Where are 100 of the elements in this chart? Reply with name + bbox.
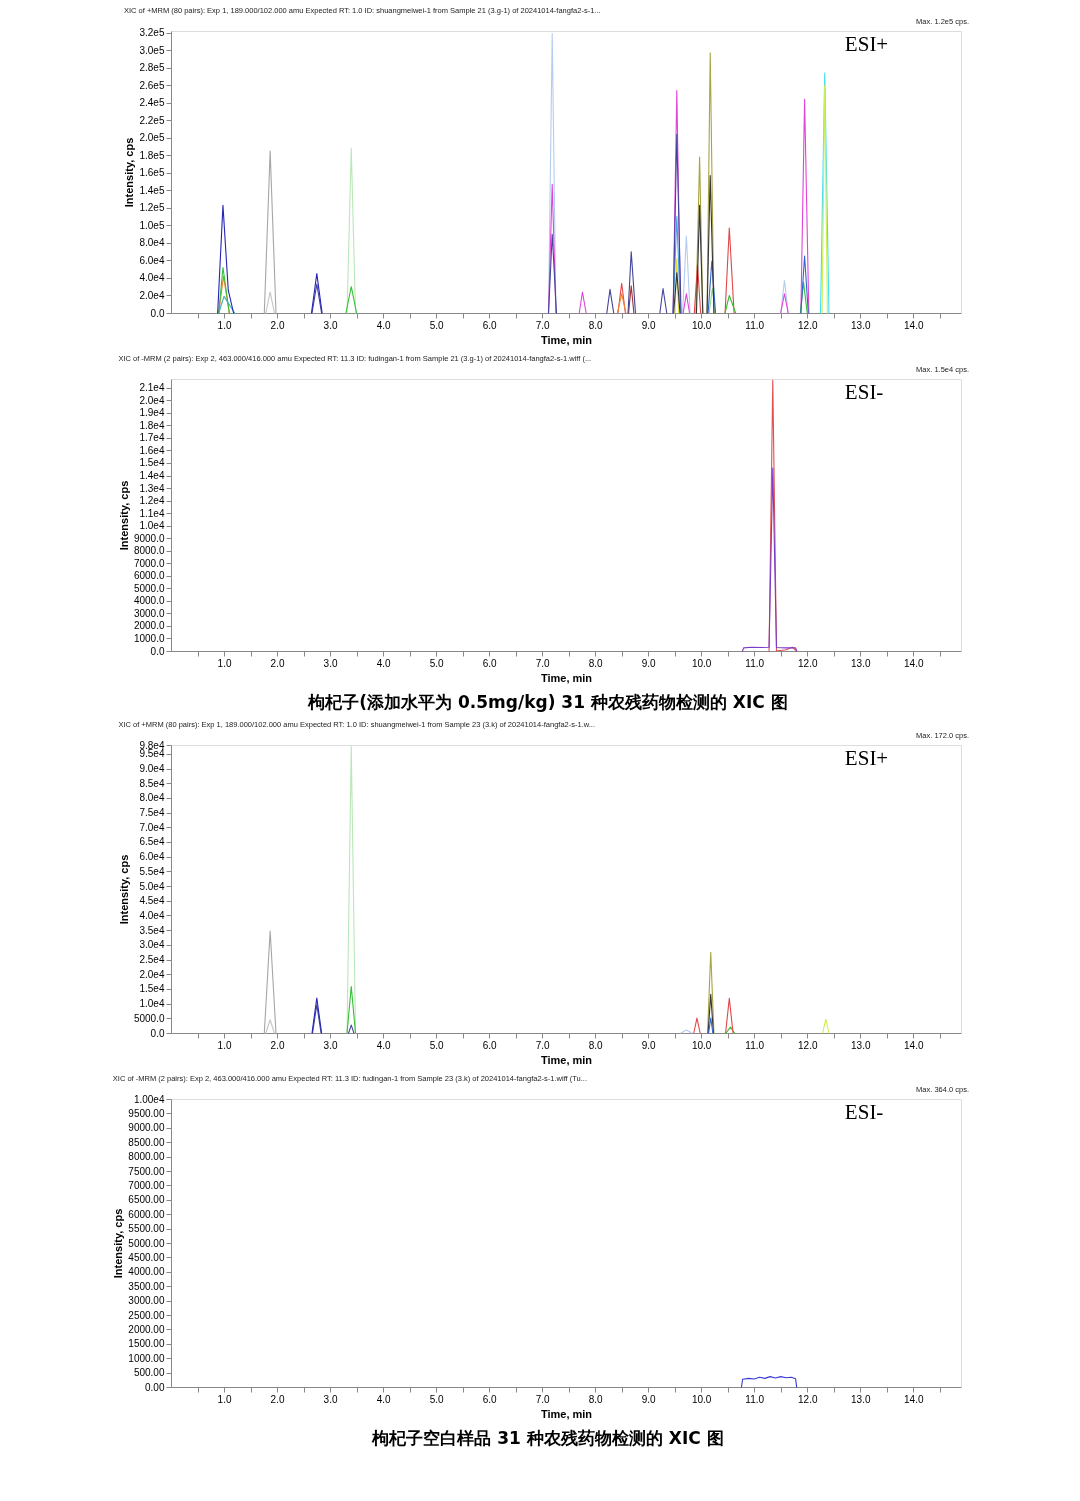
y-tick-label: 9000.00 [128,1122,165,1134]
y-tick-label: 3000.00 [128,1295,165,1307]
y-tick-label: 5.0e4 [139,880,165,892]
y-tick-label: 2.0e4 [139,289,165,301]
y-tick-label: 1000.0 [133,632,165,644]
x-tick-label: 6.0 [482,1039,498,1051]
y-tick-label: 2500.00 [128,1309,165,1321]
x-tick-label: 8.0 [588,319,604,331]
annotation: ESI- [844,1100,884,1124]
line-series [740,1376,798,1388]
x-tick-label: 6.0 [482,657,498,669]
x-tick-label: 11.0 [745,1393,765,1405]
annotation: ESI- [844,380,884,404]
y-tick-label: 5.5e4 [139,865,165,877]
x-tick-label: 11.0 [745,657,765,669]
y-tick-label: 2.1e4 [139,382,165,394]
y-tick-label: 7500.00 [128,1165,165,1177]
x-tick-label: 3.0 [323,1039,338,1051]
y-tick-label: 1.5e4 [139,457,165,469]
y-tick-label: 9500.00 [128,1107,165,1119]
x-tick-label: 13.0 [851,1039,871,1051]
y-tick-label: 3000.0 [133,607,165,619]
y-tick-label: 7000.00 [128,1179,165,1191]
y-tick-label: 2000.0 [133,620,165,632]
text: 枸杞子空白样品 31 种农残药物检测的 XIC 图 [371,1428,724,1448]
y-tick-label: 1.1e4 [139,507,165,519]
y-tick-label: 1.0e4 [139,998,165,1010]
y-tick-label: 2.6e5 [139,79,165,91]
x-tick-label: 8.0 [588,657,604,669]
y-tick-label: 2.2e5 [139,114,165,126]
x-tick-label: 12.0 [798,319,818,331]
x-tick-label: 5.0 [429,657,444,669]
x-tick-label: 7.0 [535,657,551,669]
x-tick-label: 5.0 [429,1039,444,1051]
y-tick-label: 6000.0 [133,570,165,582]
y-tick-label: 7000.0 [133,557,165,569]
line-series [742,467,798,652]
y-tick-label: 500.00 [133,1367,165,1379]
x-tick-label: 7.0 [535,1039,551,1051]
x-tick-label: 6.0 [482,1393,498,1405]
y-tick-label: 6500.00 [128,1194,165,1206]
x-tick-label: 13.0 [851,657,871,669]
y-tick-label: 4000.0 [133,595,165,607]
x-tick-label: 14.0 [904,1393,924,1405]
x-tick-label: 11.0 [745,1039,765,1051]
x-axis-title: Time, min [540,671,593,684]
x-tick-label: 2.0 [270,657,285,669]
y-tick-label: 8000.0 [133,545,165,557]
y-tick-label: 2.5e4 [139,954,165,966]
x-tick-label: 5.0 [429,1393,444,1405]
x-axis-title: Time, min [540,1053,593,1066]
x-tick-label: 1.0 [217,657,232,669]
y-tick-label: 0.00 [145,1381,165,1393]
y-tick-label: 0.0 [150,307,165,319]
y-tick-label: 3.5e4 [139,924,165,936]
y-tick-label: 3.0e5 [139,44,165,56]
y-tick-label: 1.8e4 [139,419,165,431]
x-tick-label: 3.0 [323,657,338,669]
x-tick-label: 9.0 [641,1039,657,1051]
x-tick-label: 5.0 [429,319,444,331]
y-tick-label: 1.8e5 [139,149,165,161]
x-tick-label: 9.0 [641,1393,657,1405]
y-tick-label: 2000.00 [128,1323,165,1335]
x-axis-title: Time, min [540,333,593,346]
y-tick-label: 5500.00 [128,1223,165,1235]
x-tick-label: 14.0 [904,319,924,331]
y-axis-title: Intensity, cps [117,854,130,925]
y-axis-title: Intensity, cps [117,480,130,551]
x-tick-label: 4.0 [376,657,391,669]
y-tick-label: 4.5e4 [139,895,165,907]
x-tick-label: 3.0 [323,1393,338,1405]
y-tick-label: 4.0e4 [139,272,165,284]
y-tick-label: 1.3e4 [139,482,165,494]
y-tick-label: 1.00e4 [133,1093,165,1105]
x-tick-label: 2.0 [270,319,285,331]
y-tick-label: 2.8e5 [139,62,165,74]
y-tick-label: 4000.00 [128,1266,165,1278]
y-tick-label: 1.6e4 [139,444,165,456]
y-tick-label: 6.0e4 [139,851,165,863]
y-tick-label: 0.0 [150,645,165,657]
x-tick-label: 7.0 [535,319,551,331]
y-tick-label: 1.5e4 [139,983,165,995]
x-tick-label: 8.0 [588,1393,604,1405]
x-tick-label: 10.0 [691,657,712,669]
x-tick-label: 8.0 [588,1039,604,1051]
y-tick-label: 8.0e4 [139,792,165,804]
y-tick-label: 2.0e4 [139,968,165,980]
y-tick-label: 3500.00 [128,1280,165,1292]
y-tick-label: 9.0e4 [139,763,165,775]
y-tick-label: 3.0e4 [139,939,165,951]
x-tick-label: 7.0 [535,1393,551,1405]
x-tick-label: 13.0 [851,1393,871,1405]
y-tick-label: 1000.00 [128,1352,165,1364]
y-tick-label: 8000.00 [128,1151,165,1163]
text: 枸杞子(添加水平为 0.5mg/kg) 31 种农残药物检测的 XIC 图 [307,692,788,712]
y-tick-label: 1.4e4 [139,470,165,482]
x-tick-label: 4.0 [376,1039,391,1051]
y-tick-label: 9.5e4 [139,748,165,760]
x-tick-label: 10.0 [691,1393,712,1405]
x-tick-label: 6.0 [482,319,498,331]
